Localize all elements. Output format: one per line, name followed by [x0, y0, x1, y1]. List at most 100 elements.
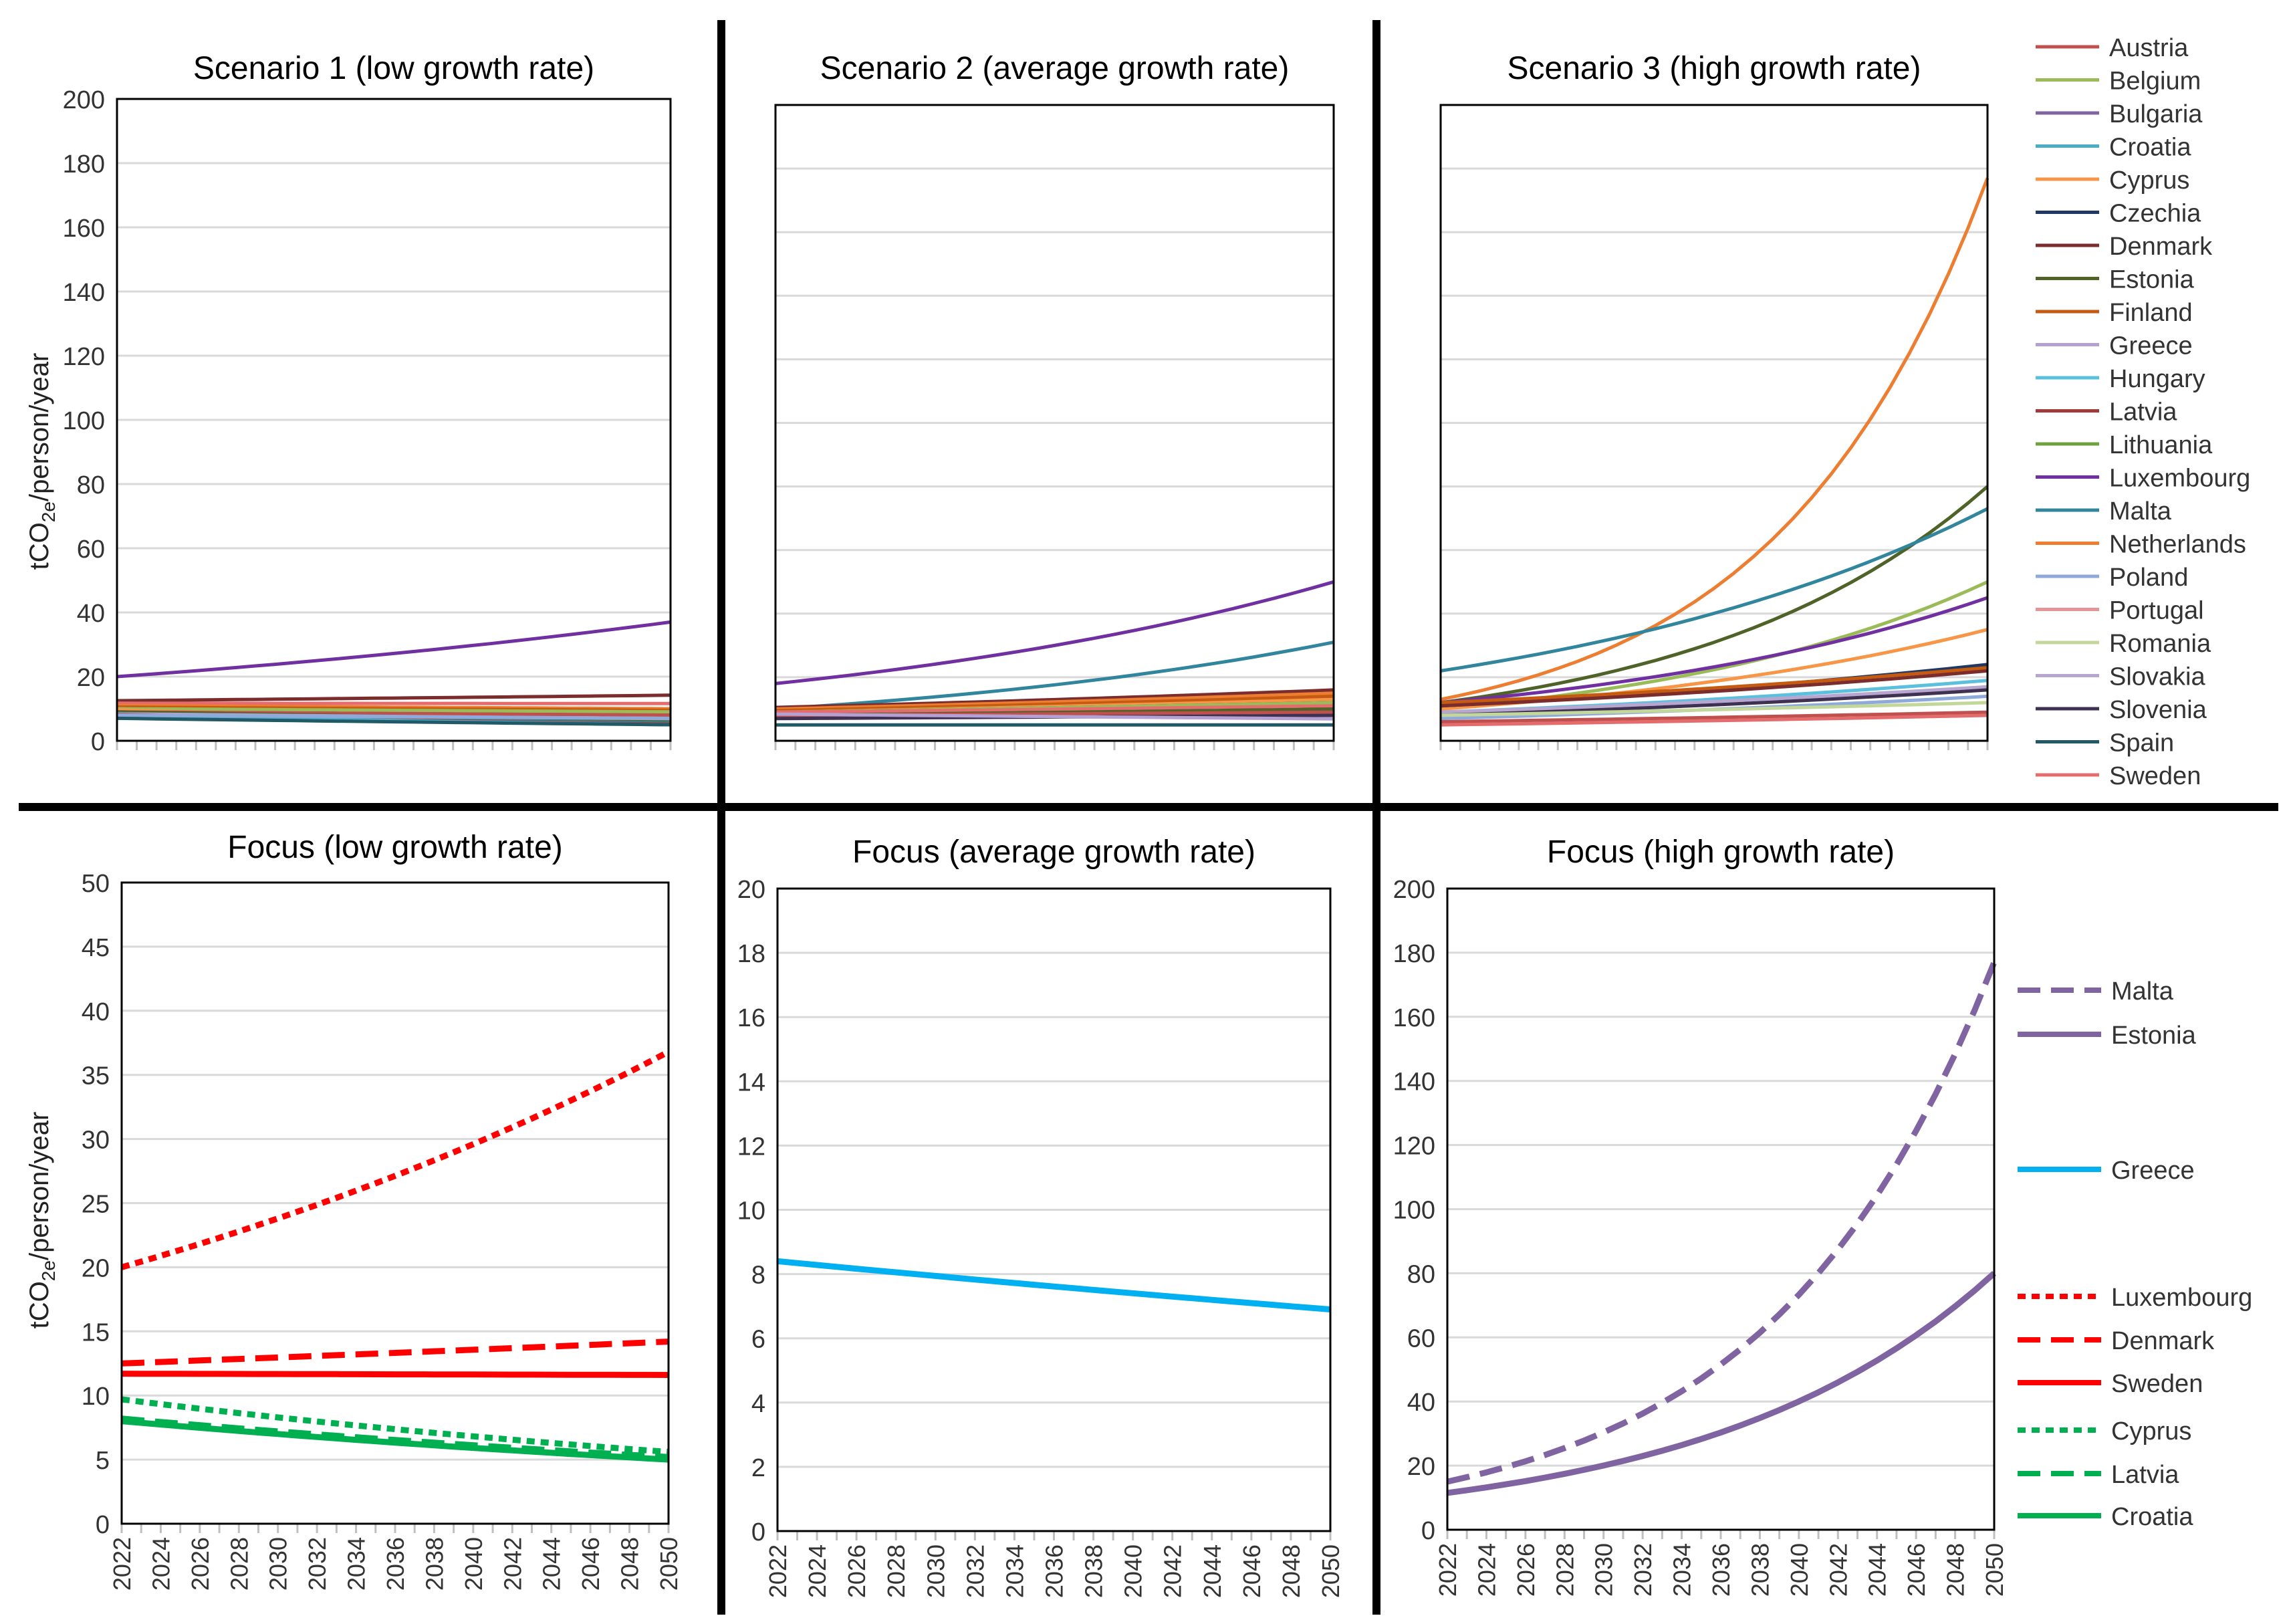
x-tick-label: 2022 [108, 1537, 136, 1591]
legend-item-netherlands: Netherlands [2036, 531, 2246, 559]
y-tick-label: 15 [82, 1318, 110, 1347]
y-tick-label: 0 [91, 728, 105, 756]
x-tick-label: 2036 [382, 1537, 409, 1591]
y-tick-label: 40 [82, 998, 110, 1026]
chart-1: Scenario 1 (low growth rate) 0 20 40 60 80 100… [63, 51, 672, 756]
x-tick-label: 2050 [655, 1537, 683, 1591]
legend-label: Estonia [2111, 1022, 2197, 1050]
x-tick-label: 2022 [1434, 1543, 1461, 1597]
focus-legend-item-sweden: Sweden [2018, 1370, 2203, 1398]
legend-label: Belgium [2109, 68, 2201, 96]
plot-frame [776, 887, 1332, 1532]
legend-label: Cyprus [2109, 166, 2189, 195]
chart-title: Scenario 2 (average growth rate) [820, 51, 1290, 86]
legend-label: Croatia [2111, 1503, 2193, 1531]
series-line-finland [1440, 666, 1988, 705]
chart-2: Scenario 2 (average growth rate) [774, 51, 1335, 750]
plot-frame [774, 104, 1335, 742]
legend-label: Spain [2109, 729, 2174, 758]
y-tick-label: 18 [737, 940, 765, 968]
y-tick-label: 200 [1393, 876, 1435, 904]
x-tick-label: 2030 [1590, 1543, 1618, 1597]
series-line-sweden [121, 1371, 669, 1378]
legend-label: Greece [2111, 1157, 2195, 1185]
divider-vertical-right [1372, 20, 1380, 1615]
legend-item-poland: Poland [2036, 564, 2188, 592]
x-tick-label: 2034 [1001, 1544, 1028, 1598]
plot-frame [120, 881, 670, 1525]
focus-legend-item-estonia: Estonia [2018, 1022, 2197, 1050]
x-tick-label: 2034 [1669, 1543, 1696, 1597]
legend-label: Poland [2109, 564, 2188, 592]
legend-item-denmark: Denmark [2036, 233, 2213, 261]
y-tick-label: 100 [1393, 1197, 1435, 1225]
x-tick-label: 2024 [1473, 1543, 1500, 1597]
series-line-denmark [116, 693, 671, 703]
legend-item-luxembourg: Luxembourg [2036, 465, 2250, 493]
y-tick-label: 60 [1407, 1324, 1435, 1353]
y-tick-label: 16 [737, 1004, 765, 1032]
x-tick-label: 2048 [1278, 1544, 1305, 1598]
series-line-malta [775, 641, 1334, 711]
x-tick-label: 2040 [1786, 1543, 1813, 1597]
y-tick-label: 2 [751, 1454, 765, 1482]
y-tick-label: 4 [751, 1390, 765, 1418]
x-tick-label: 2042 [499, 1537, 526, 1591]
legend-label: Greece [2109, 332, 2193, 360]
x-tick-label: 2046 [1903, 1543, 1930, 1597]
y-tick-label: 25 [82, 1191, 110, 1219]
legend-item-lithuania: Lithuania [2036, 431, 2213, 459]
legend-item-portugal: Portugal [2036, 597, 2204, 625]
series-line-latvia [121, 1415, 669, 1460]
chart-title: Focus (average growth rate) [852, 834, 1255, 870]
plot-frame [116, 98, 672, 742]
y-axis-label-top: tCO2e/person/year [25, 353, 59, 570]
series-line-denmark [1440, 669, 1988, 708]
legend-label: Croatia [2109, 134, 2191, 162]
legend-item-bulgaria: Bulgaria [2036, 100, 2203, 128]
legend-label: Denmark [2111, 1327, 2215, 1355]
y-tick-label: 60 [77, 536, 105, 564]
series-line-spain [116, 716, 671, 727]
y-tick-label: 35 [82, 1062, 110, 1090]
legend-item-romania: Romania [2036, 630, 2211, 658]
y-tick-label: 10 [82, 1383, 110, 1411]
y-tick-label: 14 [737, 1068, 765, 1096]
series-line-denmark [775, 688, 1334, 709]
x-tick-label: 2036 [1041, 1544, 1068, 1598]
x-tick-label: 2048 [616, 1537, 644, 1591]
y-tick-label: 20 [77, 664, 105, 692]
legend-label: Latvia [2111, 1461, 2179, 1489]
y-tick-label: 30 [82, 1127, 110, 1155]
x-tick-label: 2048 [1942, 1543, 1969, 1597]
legend-label: Sweden [2111, 1370, 2203, 1398]
x-tick-label: 2024 [147, 1537, 174, 1591]
y-tick-label: 140 [1393, 1068, 1435, 1096]
y-tick-label: 0 [751, 1518, 765, 1546]
y-tick-label: 180 [1393, 940, 1435, 968]
legend-bottom: Malta Estonia Greece Luxembourg Denmark Swede… [2018, 977, 2252, 1531]
y-tick-label: 20 [1407, 1453, 1435, 1481]
legend-label: Cyprus [2111, 1417, 2191, 1445]
chart-title: Scenario 3 (high growth rate) [1508, 51, 1921, 86]
x-tick-label: 2038 [1080, 1544, 1108, 1598]
legend-label: Netherlands [2109, 531, 2246, 559]
legend-label: Slovakia [2109, 663, 2205, 691]
x-tick-label: 2038 [1746, 1543, 1774, 1597]
series-line-slovakia [1440, 685, 1988, 714]
x-tick-label: 2026 [187, 1537, 214, 1591]
legend-label: Luxembourg [2109, 465, 2250, 493]
y-tick-label: 180 [63, 150, 105, 179]
x-tick-label: 2026 [843, 1544, 870, 1598]
x-tick-label: 2030 [265, 1537, 292, 1591]
x-tick-label: 2028 [882, 1544, 910, 1598]
legend-label: Estonia [2109, 266, 2195, 294]
chart-3: Scenario 3 (high growth rate) [1439, 51, 1990, 750]
series-line-greece [777, 1258, 1331, 1312]
legend-label: Austria [2109, 34, 2189, 62]
y-tick-label: 20 [82, 1254, 110, 1282]
series-line-poland [116, 713, 671, 720]
y-tick-label: 80 [1407, 1260, 1435, 1288]
legend-item-hungary: Hungary [2036, 365, 2205, 393]
chart-5: Focus (average growth rate) 0 2 4 6 8 10 12 14 16… [737, 834, 1344, 1598]
